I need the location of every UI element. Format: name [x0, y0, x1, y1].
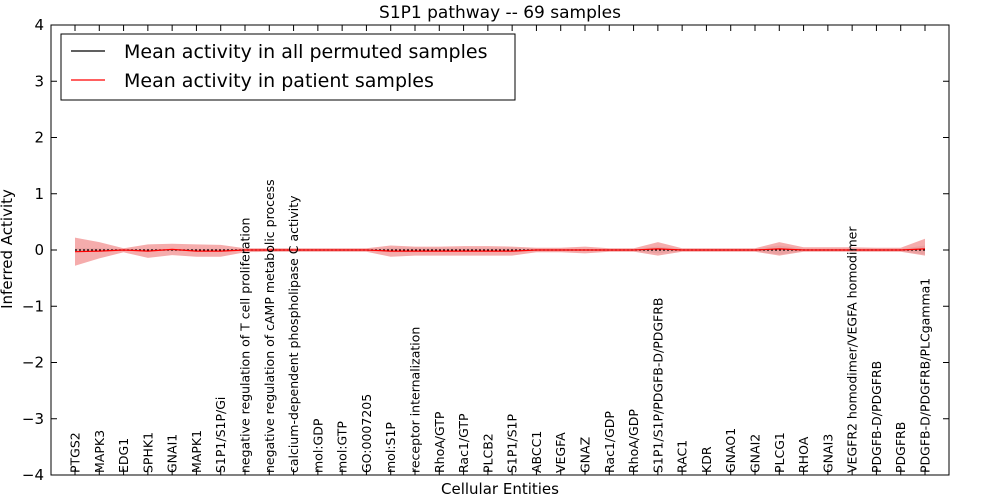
category-label: GNAZ	[578, 437, 593, 473]
y-tick-label: −1	[22, 297, 44, 315]
y-axis-label: Inferred Activity	[0, 189, 16, 309]
category-label: MAPK1	[189, 430, 204, 473]
category-label: PDGFB-D/PDGFRB/PLCgamma1	[918, 278, 933, 473]
x-axis: PTGS2 MAPK3 EDG1 SPHK1 GNAI1 MAPK1 S1P1/S1P/Gi…	[68, 25, 933, 475]
category-label: KDR	[699, 446, 714, 473]
legend-label-patient: Mean activity in patient samples	[124, 70, 434, 92]
category-label: PDGFRB	[893, 422, 908, 473]
category-label: S1P1/S1P/Gi	[213, 397, 228, 473]
legend-label-permuted: Mean activity in all permuted samples	[124, 41, 487, 63]
category-label: GO:0007205	[359, 394, 374, 473]
category-label: negative regulation of T cell proliferat…	[238, 218, 253, 473]
category-label: ABCC1	[529, 431, 544, 473]
category-label: VEGFA	[553, 432, 568, 473]
category-label: S1P1/S1P	[505, 414, 520, 473]
y-tick-label: 4	[34, 16, 44, 34]
category-label: negative regulation of cAMP metabolic pr…	[262, 179, 277, 473]
chart-title: S1P1 pathway -- 69 samples	[379, 3, 621, 23]
category-label: VEGFR2 homodimer/VEGFA homodimer	[845, 226, 860, 473]
patient-line	[74, 248, 926, 253]
category-label: GNAI1	[165, 434, 180, 473]
legend-box	[60, 33, 516, 101]
category-label: MAPK3	[92, 430, 107, 473]
x-axis-label: Cellular Entities	[441, 480, 559, 498]
y-tick-label: −2	[22, 354, 44, 372]
category-label: calcium-dependent phospholipase C activi…	[286, 195, 301, 473]
category-label: GNAI3	[820, 434, 835, 473]
y-axis: −4 −3 −2 −1 0 1 2 3 4	[22, 16, 949, 484]
y-tick-label: −3	[22, 410, 44, 428]
category-label: RhoA/GDP	[626, 409, 641, 473]
category-label: RhoA/GTP	[432, 411, 447, 473]
category-label: PTGS2	[68, 432, 83, 473]
category-label: mol:GTP	[335, 421, 350, 473]
category-label: mol:S1P	[383, 422, 398, 473]
category-label: S1P1/S1P/PDGFB-D/PDGFRB	[650, 298, 665, 474]
category-label: PLCG1	[772, 432, 787, 473]
y-tick-label: 3	[34, 72, 44, 90]
legend: Mean activity in all permuted samples Me…	[60, 33, 516, 101]
y-tick-label: −4	[22, 466, 44, 484]
category-label: Rac1/GDP	[602, 411, 617, 473]
category-label: EDG1	[116, 438, 131, 473]
y-tick-label: 1	[34, 185, 44, 203]
plot-area	[74, 237, 926, 266]
y-tick-label: 2	[34, 129, 44, 147]
category-label: RAC1	[675, 440, 690, 473]
category-label: PDGFB-D/PDGFRB	[869, 361, 884, 473]
category-label: RHOA	[796, 436, 811, 473]
category-label: SPHK1	[140, 432, 155, 473]
category-label: Rac1/GTP	[456, 413, 471, 473]
category-label: PLCB2	[480, 433, 495, 473]
category-label: GNAI2	[748, 434, 763, 473]
category-label: receptor internalization	[408, 327, 423, 473]
category-label: GNAO1	[723, 428, 738, 473]
category-label: mol:GDP	[310, 418, 325, 473]
y-tick-label: 0	[34, 241, 44, 259]
